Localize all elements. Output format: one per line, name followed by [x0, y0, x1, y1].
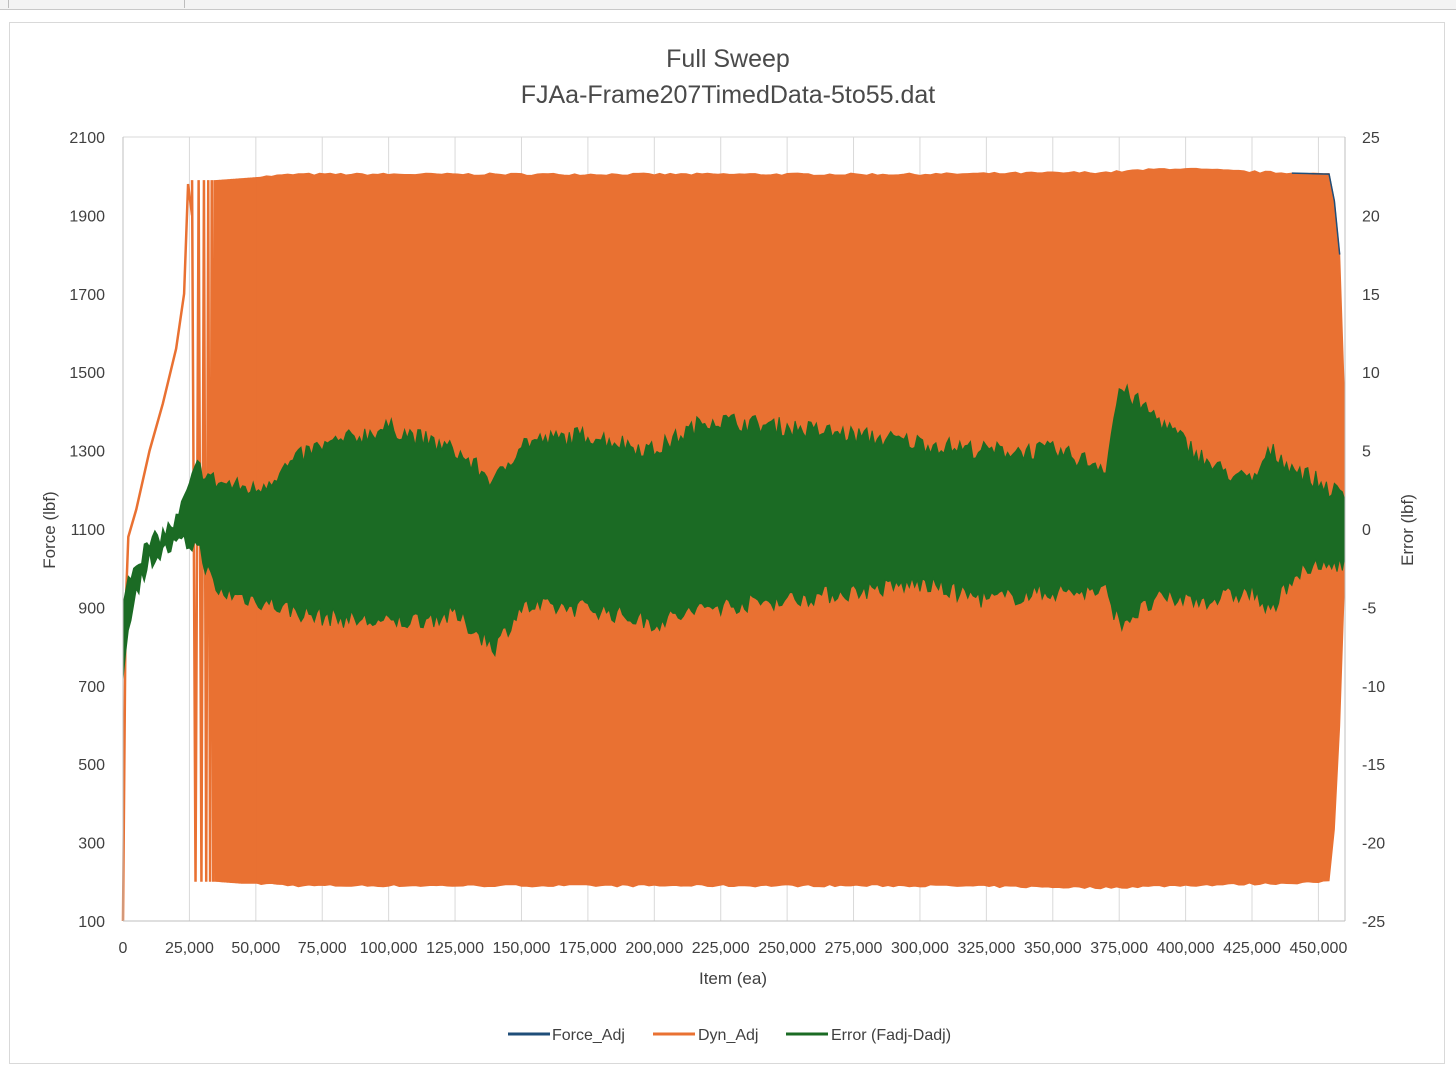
x-tick-label: 350,000 [1024, 940, 1082, 957]
x-tick-label: 0 [119, 940, 128, 957]
x-tick-label: 275,000 [825, 940, 883, 957]
x-tick-label: 425,000 [1223, 940, 1281, 957]
y2-tick-label: -25 [1362, 914, 1385, 931]
legend-label-force-adj: Force_Adj [552, 1027, 625, 1044]
y2-axis-title: Error (lbf) [1398, 494, 1417, 566]
x-tick-label: 200,000 [625, 940, 683, 957]
x-tick-label: 125,000 [426, 940, 484, 957]
y-tick-label: 1300 [69, 444, 105, 461]
y-tick-label: 1100 [71, 522, 106, 539]
force-adj-line [1291, 172, 1341, 255]
spreadsheet-toolbar-strip [0, 0, 1456, 10]
x-tick-label: 400,000 [1157, 940, 1215, 957]
y2-tick-label: -5 [1362, 600, 1376, 617]
legend-label-dyn-adj: Dyn_Adj [698, 1027, 758, 1044]
chart-subtitle: FJAa-Frame207TimedData-5to55.dat [521, 81, 936, 109]
name-box[interactable] [8, 0, 185, 8]
x-axis-title: Item (ea) [699, 969, 767, 988]
y2-tick-label: 5 [1362, 444, 1371, 461]
tick-labels: 0 25,000 50,000 75,000 100,000 125,000 150,000… [69, 130, 1385, 957]
x-tick-label: 150,000 [493, 940, 551, 957]
axes [122, 137, 1346, 922]
x-tick-label: 75,000 [298, 940, 347, 957]
x-tick-label: 175,000 [559, 940, 617, 957]
y-tick-label: 1500 [69, 365, 105, 382]
x-tick-label: 300,000 [891, 940, 949, 957]
x-tick-label: 100,000 [360, 940, 418, 957]
y2-tick-label: -10 [1362, 679, 1385, 696]
x-tick-label: 250,000 [758, 940, 816, 957]
chart-title: Full Sweep [666, 45, 790, 73]
plot-area [121, 167, 1346, 922]
dyn-adj-ramp [121, 183, 194, 922]
legend-label-error: Error (Fadj-Dadj) [831, 1027, 951, 1044]
y2-tick-label: -20 [1362, 836, 1385, 853]
x-tick-label: 50,000 [231, 940, 280, 957]
y-tick-label: 100 [78, 914, 105, 931]
x-tick-label: 450,000 [1290, 940, 1348, 957]
y-tick-label: 700 [78, 679, 105, 696]
x-tick-label: 325,000 [957, 940, 1015, 957]
y2-tick-label: 25 [1362, 130, 1380, 147]
y-tick-label: 2100 [69, 130, 105, 147]
legend: Force_Adj Dyn_Adj Error (Fadj-Dadj) [508, 1027, 951, 1044]
y-tick-label: 500 [78, 757, 105, 774]
y-tick-label: 900 [78, 600, 105, 617]
y-tick-label: 300 [78, 836, 105, 853]
y-tick-label: 1900 [69, 208, 105, 225]
x-tick-label: 25,000 [165, 940, 214, 957]
y2-tick-label: 20 [1362, 208, 1380, 225]
y2-tick-label: 0 [1362, 522, 1371, 539]
x-tick-label: 375,000 [1090, 940, 1148, 957]
x-tick-label: 225,000 [692, 940, 750, 957]
y2-tick-label: 10 [1362, 365, 1380, 382]
y2-tick-label: -15 [1362, 757, 1385, 774]
y-axis-title: Force (lbf) [40, 491, 59, 568]
y2-tick-label: 15 [1362, 287, 1380, 304]
y-tick-label: 1700 [69, 287, 105, 304]
